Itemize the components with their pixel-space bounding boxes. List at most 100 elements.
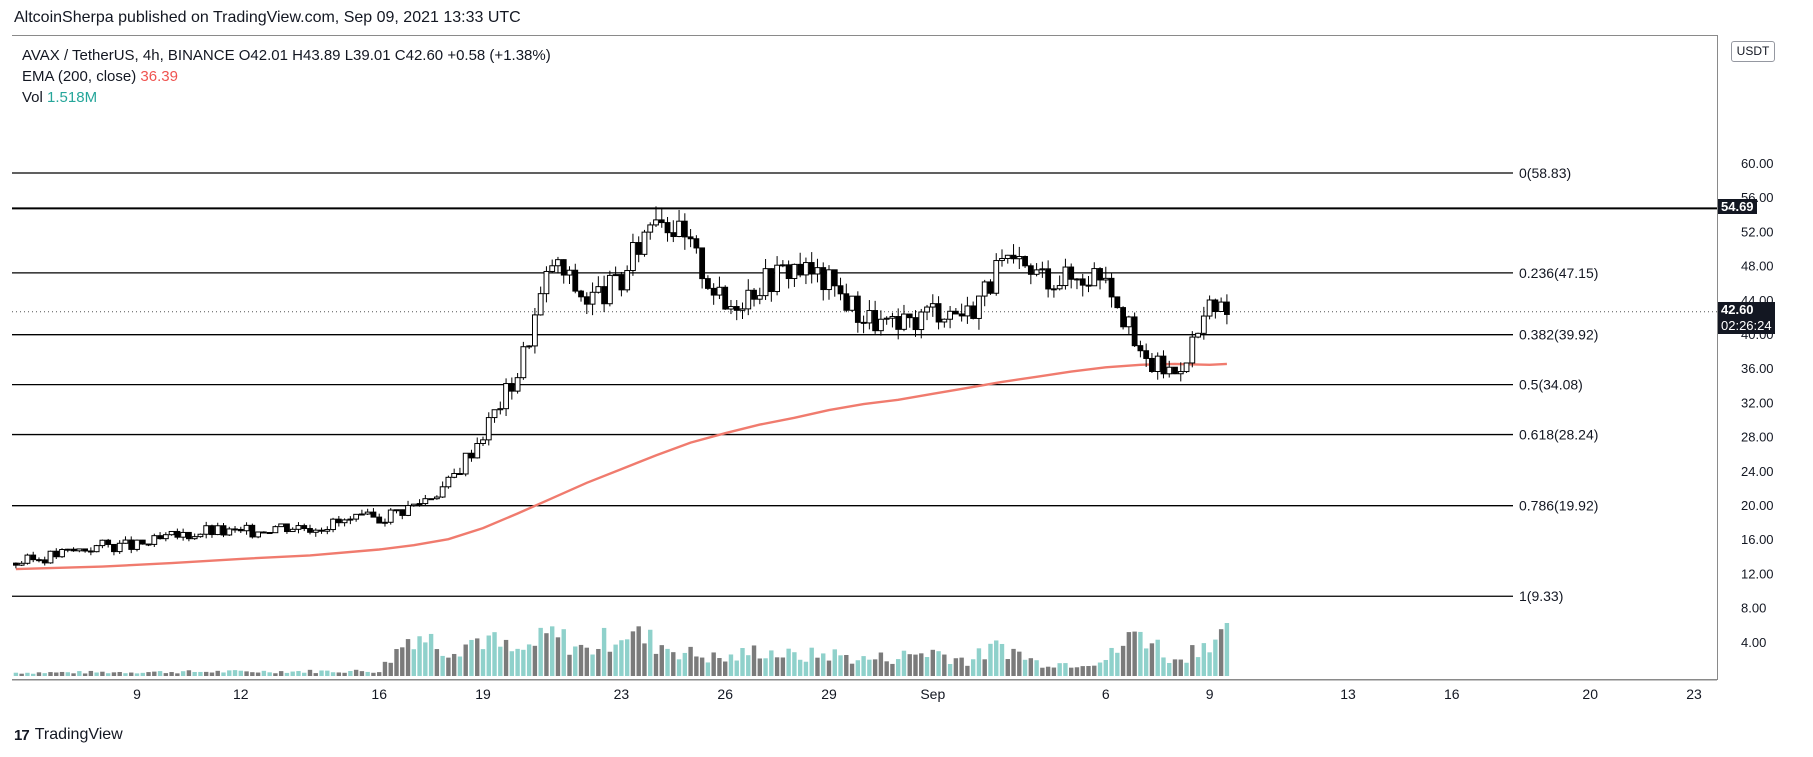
volume-bar xyxy=(769,650,774,676)
volume-bar xyxy=(278,671,284,676)
candle-body xyxy=(1131,316,1138,347)
candle-body xyxy=(116,542,123,553)
volume-bar xyxy=(129,672,134,676)
candle-body xyxy=(1154,355,1161,373)
volume-bar xyxy=(774,657,780,676)
candle-body xyxy=(480,439,486,445)
volume-bar xyxy=(1201,643,1207,676)
currency-selector[interactable]: USDT xyxy=(1731,41,1775,62)
volume-bar xyxy=(913,654,918,676)
volume-bar xyxy=(1057,663,1062,676)
current-price-tag: 42.60 02:26:24 xyxy=(1718,301,1775,334)
volume-bar xyxy=(844,654,849,676)
volume-bar xyxy=(942,654,947,676)
candle-body xyxy=(635,242,642,255)
volume-bar xyxy=(192,671,197,676)
candle-body xyxy=(572,269,579,292)
x-tick-label: 16 xyxy=(371,686,387,702)
volume-label[interactable]: Vol xyxy=(22,89,43,106)
bar-countdown: 02:26:24 xyxy=(1721,317,1772,333)
candle-body xyxy=(964,305,971,317)
volume-bar xyxy=(111,672,117,676)
volume-bar xyxy=(1051,667,1057,676)
volume-bar xyxy=(976,648,982,676)
volume-bar xyxy=(105,673,111,676)
candle-body xyxy=(503,383,509,410)
candle-body xyxy=(705,278,711,289)
volume-bar xyxy=(526,644,532,676)
volume-bar xyxy=(480,649,486,676)
volume-bar xyxy=(757,658,762,676)
candle-body xyxy=(1160,355,1167,375)
ema-label[interactable]: EMA (200, close) xyxy=(22,68,137,85)
ema-value: 36.39 xyxy=(140,68,178,85)
volume-bar xyxy=(515,648,520,676)
candle-body xyxy=(1102,277,1109,281)
candle-body xyxy=(520,346,527,379)
x-tick-label: 26 xyxy=(717,686,733,702)
candle-body xyxy=(728,306,734,310)
volume-bar xyxy=(688,646,693,676)
candle-body xyxy=(376,516,383,524)
candle-body xyxy=(428,498,435,501)
symbol-label[interactable]: AVAX / TetherUS, 4h, BINANCE xyxy=(22,47,235,64)
low-value: L39.01 xyxy=(344,47,391,64)
candle-body xyxy=(1200,315,1207,334)
candle-body xyxy=(612,274,619,277)
volume-bar xyxy=(77,671,82,676)
volume-bar xyxy=(509,651,515,676)
tradingview-branding[interactable]: 17 TradingView xyxy=(14,726,123,744)
y-tick-label: 16.00 xyxy=(1741,532,1774,547)
candle-body xyxy=(226,528,233,536)
volume-bar xyxy=(198,671,203,676)
candle-body xyxy=(128,539,135,550)
candle-body xyxy=(866,310,873,324)
volume-bar xyxy=(550,626,555,676)
candle-body xyxy=(307,528,313,533)
fib-level-label: 0.618(28.24) xyxy=(1519,427,1598,443)
candle-body xyxy=(566,269,573,276)
volume-bar xyxy=(140,672,145,676)
volume-bar xyxy=(532,645,538,676)
volume-bar xyxy=(872,659,878,676)
volume-bar xyxy=(728,654,734,676)
candle-body xyxy=(664,222,671,234)
volume-bar xyxy=(959,657,964,676)
volume-bar xyxy=(13,672,19,676)
volume-bar xyxy=(31,673,36,676)
volume-bar xyxy=(734,660,739,676)
candle-body xyxy=(929,303,936,308)
volume-bar xyxy=(1092,665,1097,676)
candle-body xyxy=(82,548,88,552)
volume-bar xyxy=(699,657,705,676)
candle-body xyxy=(912,317,919,331)
candle-body xyxy=(618,274,625,291)
x-tick-label: 12 xyxy=(233,686,249,702)
candle-body xyxy=(779,264,786,267)
change-value: +0.58 (+1.38%) xyxy=(447,47,551,64)
candle-body xyxy=(958,313,965,317)
candle-body xyxy=(791,263,798,280)
ohlc-values: O42.01 H43.89 L39.01 C42.60 +0.58 (+1.38… xyxy=(239,47,551,64)
candle-body xyxy=(970,305,977,319)
candle-body xyxy=(312,529,319,533)
candle-body xyxy=(1079,278,1086,286)
volume-bar xyxy=(596,648,601,676)
volume-bar xyxy=(607,651,613,676)
candle-body xyxy=(87,550,94,553)
close-value: C42.60 xyxy=(394,47,444,64)
volume-bar xyxy=(1103,659,1108,676)
candle-body xyxy=(445,476,452,488)
candle-body xyxy=(860,321,867,324)
marked-level-tag: 54.69 xyxy=(1718,199,1757,215)
volume-bar xyxy=(751,645,757,676)
candle-body xyxy=(1045,268,1052,290)
candle-body xyxy=(1097,268,1103,281)
candle-body xyxy=(762,268,769,297)
candle-body xyxy=(987,281,994,294)
candle-body xyxy=(1177,371,1184,375)
candle-body xyxy=(733,306,740,311)
volume-bar xyxy=(1080,666,1085,676)
y-tick-label: 24.00 xyxy=(1741,464,1774,479)
